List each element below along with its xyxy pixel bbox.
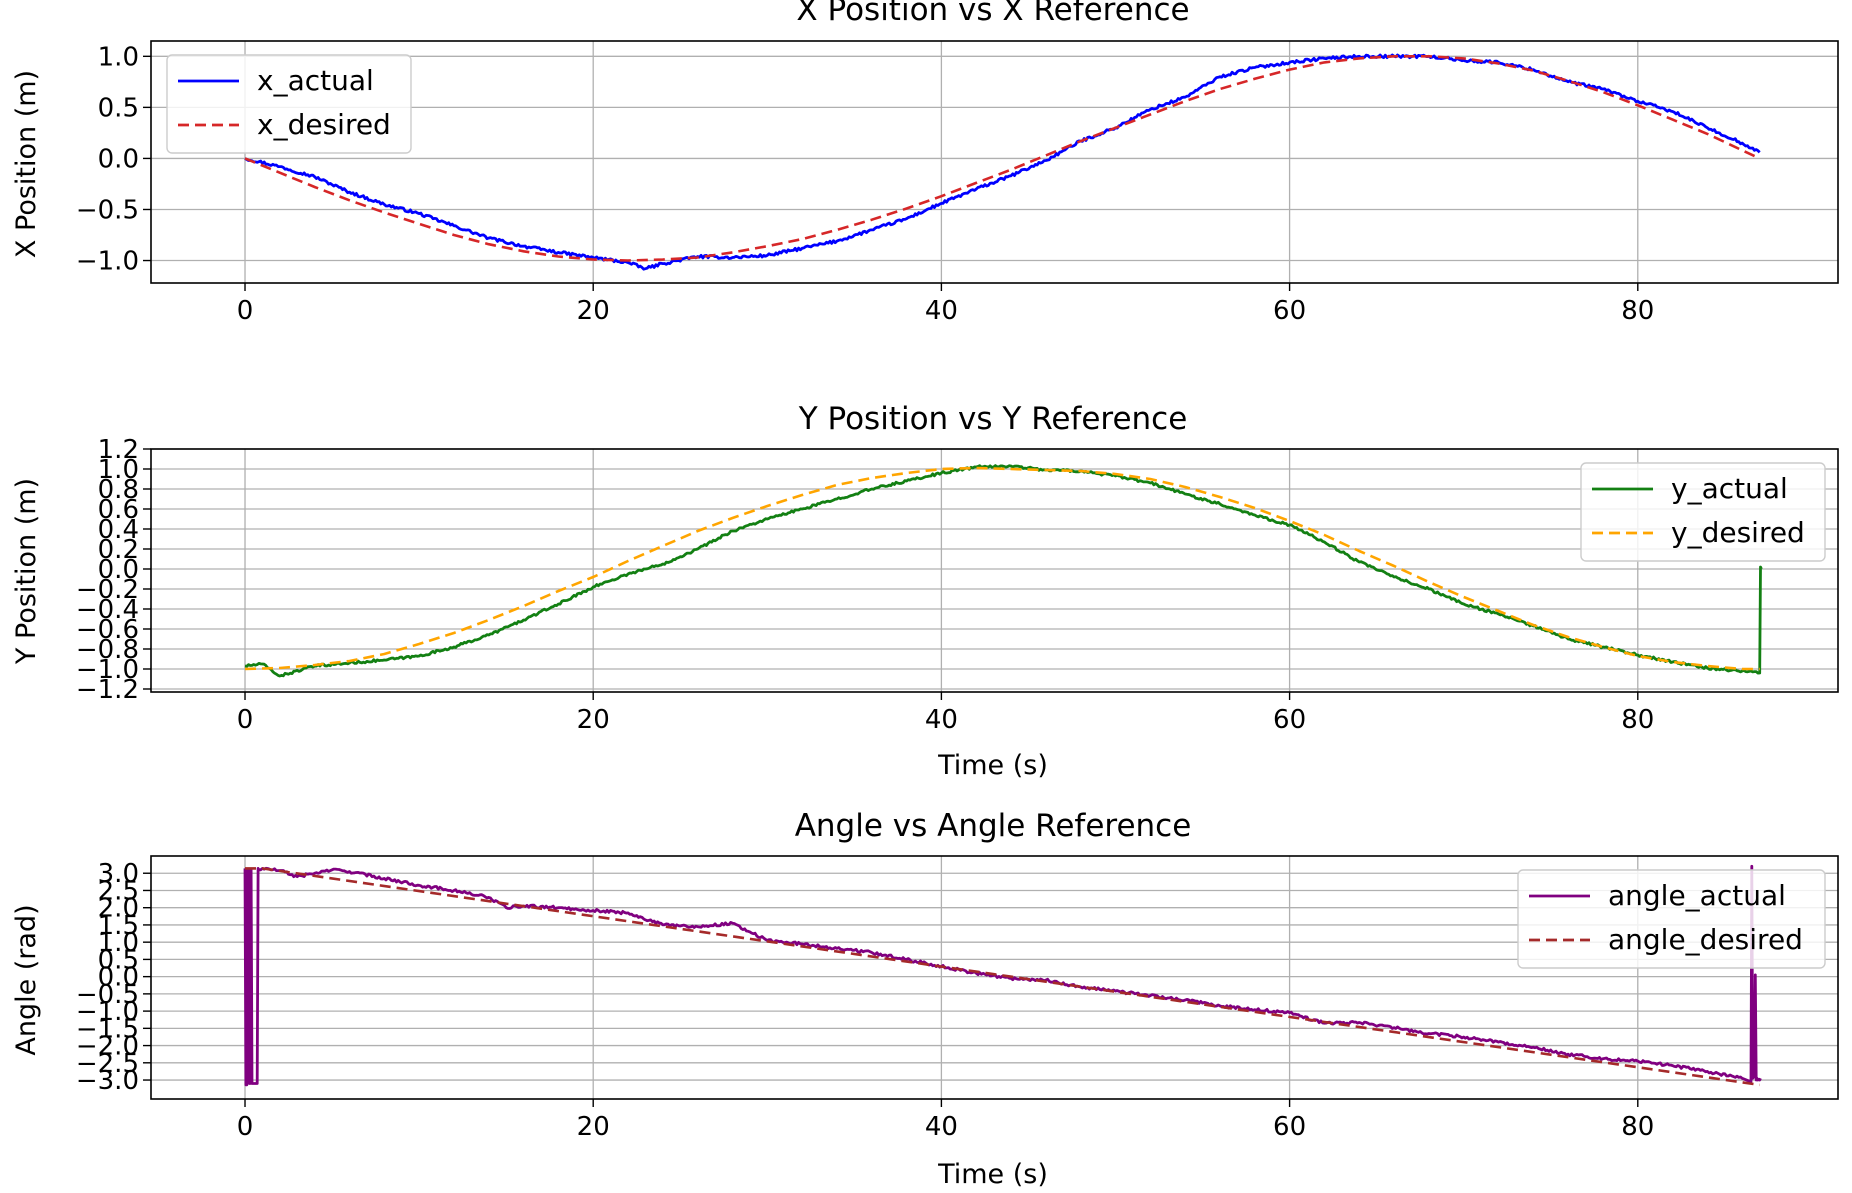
x-tick-label: 20 xyxy=(577,1112,610,1142)
y-axis-label: X Position (m) xyxy=(11,70,42,258)
y-tick-label: −0.4 xyxy=(76,595,139,625)
x-tick-label: 80 xyxy=(1621,705,1654,735)
axes-frame xyxy=(150,448,1839,693)
y-tick-label: −1.0 xyxy=(76,655,139,685)
y-tick-label: 1.0 xyxy=(98,455,139,485)
y-tick-label: 0.0 xyxy=(98,144,139,174)
legend-box xyxy=(1580,462,1826,562)
x-tick-label: 40 xyxy=(925,705,958,735)
plot-area xyxy=(244,464,1763,678)
y-tick-label: 0.5 xyxy=(98,945,139,975)
x-tick-label: 0 xyxy=(237,705,254,735)
y-tick-label: 0.8 xyxy=(98,475,139,505)
x-tick-label: 60 xyxy=(1273,296,1306,326)
y-tick-label: −1.0 xyxy=(76,247,139,277)
gridlines xyxy=(151,41,1838,283)
y-tick-label: 3.0 xyxy=(98,859,139,889)
legend-box xyxy=(166,54,412,154)
y-tick-label: 2.0 xyxy=(98,894,139,924)
legend: angle_actual angle_desired xyxy=(1517,869,1826,969)
subplot-x-position: X Position vs X Reference X Position (m)… xyxy=(11,0,1839,326)
x-tick-label: 80 xyxy=(1621,1112,1654,1142)
y-tick-label: 1.2 xyxy=(98,435,139,465)
y-tick-label: 1.0 xyxy=(98,928,139,958)
series-line-angle-desired xyxy=(245,867,1760,1087)
series-line-y-desired xyxy=(244,466,1760,671)
y-tick-label: 2.5 xyxy=(98,876,139,906)
gridlines xyxy=(151,448,1838,692)
subplot-y-position: Y Position vs Y Reference Y Position (m)… xyxy=(11,401,1839,781)
x-axis-label: Time (s) xyxy=(937,750,1048,781)
y-axis-label: Y Position (m) xyxy=(11,478,42,665)
legend-label-y-actual: y_actual xyxy=(1671,472,1788,505)
x-tick-label: 40 xyxy=(925,1112,958,1142)
series-line-x-actual xyxy=(244,53,1761,271)
chart-title: X Position vs X Reference xyxy=(796,0,1189,28)
legend-label-x-desired: x_desired xyxy=(257,108,391,141)
y-tick-label: 0.0 xyxy=(98,555,139,585)
y-tick-label: −0.5 xyxy=(76,195,139,225)
plot-area xyxy=(244,53,1761,271)
x-tick-label: 0 xyxy=(237,296,254,326)
axes-frame xyxy=(150,40,1839,284)
legend-label-angle-desired: angle_desired xyxy=(1608,923,1803,956)
x-tick-label: 80 xyxy=(1621,296,1654,326)
x-axis-label: Time (s) xyxy=(937,1159,1048,1190)
y-tick-label: −1.2 xyxy=(76,675,139,705)
x-tick-label: 20 xyxy=(577,296,610,326)
legend-box xyxy=(1517,869,1826,969)
axes-frame xyxy=(150,855,1839,1100)
x-tick-label: 60 xyxy=(1273,705,1306,735)
legend-label-x-actual: x_actual xyxy=(257,64,374,97)
y-tick-label: −2.5 xyxy=(76,1049,139,1079)
x-tick-label: 40 xyxy=(925,296,958,326)
axis-ticks: 0 20 40 60 80 −1.0 −0.5 0.0 0.5 1.0 xyxy=(76,42,1654,326)
chart-title: Y Position vs Y Reference xyxy=(798,401,1188,437)
axis-ticks: 0 20 40 60 80−3.0−2.5−2.0−1.5−1.0−0.50.00.51… xyxy=(76,859,1654,1142)
y-tick-label: 0.0 xyxy=(98,963,139,993)
legend: y_actual y_desired xyxy=(1580,462,1826,562)
y-tick-label: −0.6 xyxy=(76,615,139,645)
legend: x_actual x_desired xyxy=(166,54,412,154)
y-tick-label: 1.5 xyxy=(98,911,139,941)
y-tick-label: 0.6 xyxy=(98,495,139,525)
y-tick-label: 0.2 xyxy=(98,535,139,565)
series-line-angle-actual xyxy=(243,864,1762,1087)
y-tick-label: −0.5 xyxy=(76,980,139,1010)
chart-title: Angle vs Angle Reference xyxy=(795,808,1192,844)
legend-label-angle-actual: angle_actual xyxy=(1608,879,1786,912)
legend-label-y-desired: y_desired xyxy=(1671,516,1805,549)
y-tick-label: 0.5 xyxy=(98,93,139,123)
x-tick-label: 0 xyxy=(237,1112,254,1142)
y-tick-label: −1.5 xyxy=(76,1014,139,1044)
y-tick-label: −0.8 xyxy=(76,635,139,665)
x-tick-label: 20 xyxy=(577,705,610,735)
series-line-y-actual xyxy=(244,464,1763,678)
plot-area xyxy=(243,864,1762,1087)
y-tick-label: −3.0 xyxy=(76,1066,139,1096)
axis-ticks: 0 20 40 60 80−1.2−1.0−0.8−0.6−0.4−0.20.00.20… xyxy=(76,435,1654,735)
y-tick-label: 0.4 xyxy=(98,515,139,545)
y-tick-label: −1.0 xyxy=(76,997,139,1027)
y-tick-label: −2.0 xyxy=(76,1032,139,1062)
y-tick-label: −0.2 xyxy=(76,575,139,605)
subplot-angle: Angle vs Angle Reference Angle (rad) Tim… xyxy=(11,808,1839,1190)
x-tick-label: 60 xyxy=(1273,1112,1306,1142)
y-axis-label: Angle (rad) xyxy=(11,904,42,1055)
y-tick-label: 1.0 xyxy=(98,42,139,72)
